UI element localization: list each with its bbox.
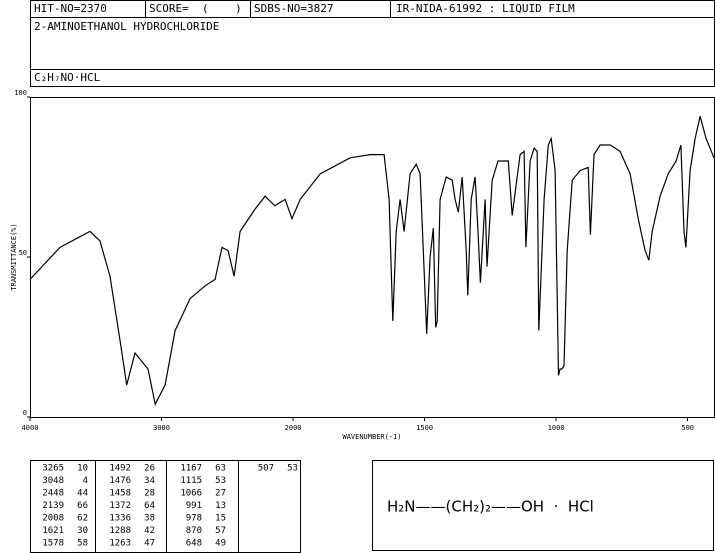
peak-transmittance: 53: [215, 476, 226, 486]
peak-wavenumber: 1263: [109, 539, 131, 549]
x-tick-label: 1500: [416, 424, 433, 432]
peak-transmittance: 10: [77, 464, 88, 474]
peak-wavenumber: 648: [186, 539, 202, 549]
peak-transmittance: 47: [144, 539, 155, 549]
peak-transmittance: 27: [215, 489, 226, 499]
peak-wavenumber: 991: [186, 501, 202, 511]
plot: 0 50 100 4000 3000 2000 1500 1000 500: [14, 89, 715, 432]
peak-wavenumber: 2139: [42, 501, 64, 511]
peak-wavenumber: 1458: [109, 489, 131, 499]
peak-wavenumber: 870: [186, 526, 202, 536]
peak-wavenumber: 1167: [180, 464, 202, 474]
peak-wavenumber: 1492: [109, 464, 131, 474]
y-tick-label: 100: [14, 89, 27, 97]
peak-transmittance: 42: [144, 526, 155, 536]
peak-wavenumber: 2448: [42, 489, 64, 499]
peak-transmittance: 63: [215, 464, 226, 474]
peak-transmittance: 30: [77, 526, 88, 536]
x-axis-label: WAVENUMBER(-1): [342, 433, 401, 441]
x-tick-label: 500: [681, 424, 694, 432]
hit-no: HIT-NO=2370: [34, 2, 107, 15]
peak-wavenumber: 1372: [109, 501, 131, 511]
peak-transmittance: 66: [77, 501, 88, 511]
y-tick-label: 50: [19, 249, 27, 257]
peak-transmittance: 58: [77, 539, 88, 549]
method: IR-NIDA-61992 : LIQUID FILM: [396, 2, 575, 15]
compound-name: 2-AMINOETHANOL HYDROCHLORIDE: [34, 20, 219, 33]
x-tick-label: 3000: [153, 424, 170, 432]
peak-wavenumber: 1288: [109, 526, 131, 536]
peak-wavenumber: 3265: [42, 464, 64, 474]
peak-table-box: [30, 460, 301, 553]
peak-wavenumber: 2008: [42, 514, 64, 524]
x-tick-label: 2000: [285, 424, 302, 432]
peak-transmittance: 62: [77, 514, 88, 524]
sdbs-no: SDBS-NO=3827: [254, 2, 333, 15]
y-axis-label: TRANSMITTANCE(%): [10, 223, 18, 290]
peak-transmittance: 26: [144, 464, 155, 474]
y-tick-label: 0: [23, 409, 27, 417]
peak-transmittance: 64: [144, 501, 155, 511]
x-tick-label: 4000: [22, 424, 39, 432]
peak-wavenumber: 1336: [109, 514, 131, 524]
structure-box: [372, 460, 714, 551]
peak-wavenumber: 1066: [180, 489, 202, 499]
peak-wavenumber: 1115: [180, 476, 202, 486]
peak-transmittance: 49: [215, 539, 226, 549]
peak-wavenumber: 3048: [42, 476, 64, 486]
peak-table: 3265 10 3048 4 2448 44 2139 66 2008 62 1621 30 1578 5…: [42, 460, 298, 553]
peak-transmittance: 57: [215, 526, 226, 536]
header-box: [30, 0, 715, 87]
peak-transmittance: 53: [287, 464, 298, 474]
peak-transmittance: 28: [144, 489, 155, 499]
peak-transmittance: 4: [83, 476, 88, 486]
peak-wavenumber: 978: [186, 514, 202, 524]
structure: H₂N——(CH₂)₂——OH · HCl: [387, 498, 594, 516]
peak-transmittance: 34: [144, 476, 155, 486]
peak-transmittance: 44: [77, 489, 88, 499]
peak-wavenumber: 1621: [42, 526, 64, 536]
peak-wavenumber: 507: [258, 464, 274, 474]
x-tick-label: 1000: [548, 424, 565, 432]
peak-transmittance: 15: [215, 514, 226, 524]
score: SCORE= ( ): [149, 2, 242, 15]
peak-transmittance: 13: [215, 501, 226, 511]
peak-wavenumber: 1476: [109, 476, 131, 486]
peak-transmittance: 38: [144, 514, 155, 524]
formula: C₂H₇NO·HCL: [34, 71, 101, 84]
spectrum-line: [29, 116, 715, 406]
peak-wavenumber: 1578: [42, 539, 64, 549]
